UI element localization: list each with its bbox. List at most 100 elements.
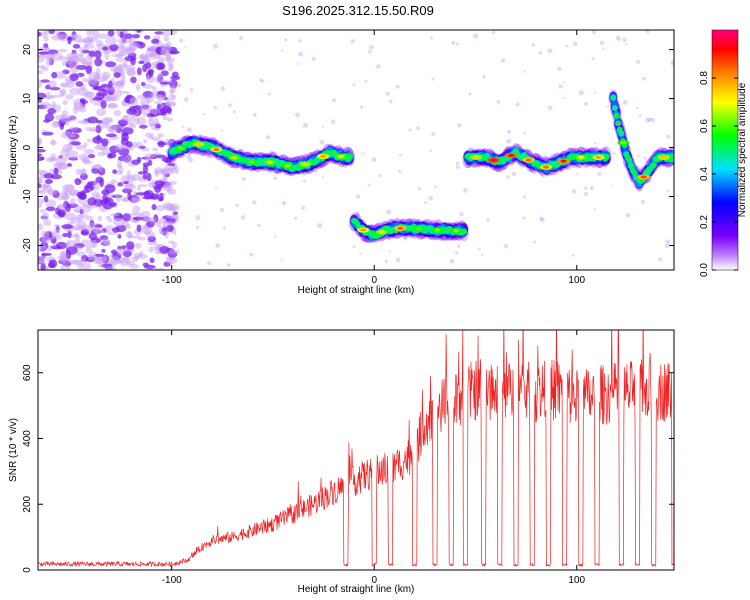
noise-dot bbox=[622, 37, 627, 43]
ridge-cell bbox=[603, 153, 610, 160]
noise-dot bbox=[451, 41, 456, 45]
noise-blob bbox=[154, 185, 162, 193]
noise-dot bbox=[302, 179, 307, 183]
noise-dot bbox=[362, 152, 365, 155]
noise-blob bbox=[157, 133, 164, 138]
noise-blob bbox=[45, 206, 56, 212]
noise-dot bbox=[431, 132, 436, 137]
noise-dot bbox=[369, 45, 374, 50]
noise-blob bbox=[157, 90, 166, 95]
noise-dot bbox=[184, 46, 187, 49]
noise-blob bbox=[157, 94, 166, 102]
noise-dot bbox=[376, 64, 381, 69]
noise-dot bbox=[666, 134, 671, 139]
noise-blob bbox=[126, 241, 135, 250]
noise-blob bbox=[38, 244, 48, 253]
noise-dot bbox=[491, 30, 496, 35]
noise-dot bbox=[273, 176, 277, 181]
noise-dot bbox=[547, 48, 553, 54]
noise-dot bbox=[615, 35, 621, 41]
spectrogram-ylabel: Frequency (Hz) bbox=[8, 116, 19, 185]
noise-dot bbox=[457, 244, 461, 248]
noise-blob bbox=[105, 133, 117, 138]
noise-blob bbox=[161, 30, 172, 37]
noise-blob bbox=[165, 41, 172, 48]
noise-blob bbox=[149, 257, 155, 264]
noise-blob bbox=[81, 239, 91, 246]
noise-blob bbox=[80, 168, 87, 176]
noise-dot bbox=[455, 165, 460, 170]
noise-blob bbox=[167, 162, 176, 167]
noise-dot bbox=[613, 152, 616, 155]
ridge-peak-core bbox=[284, 164, 291, 168]
noise-blob bbox=[163, 223, 169, 228]
noise-blob bbox=[43, 172, 55, 179]
noise-blob bbox=[172, 211, 179, 216]
noise-dot bbox=[665, 239, 671, 245]
noise-blob bbox=[70, 234, 80, 238]
ridge-cell bbox=[610, 94, 617, 101]
noise-blob bbox=[38, 137, 41, 147]
noise-blob bbox=[152, 147, 159, 152]
noise-blob bbox=[70, 52, 80, 58]
noise-blob bbox=[69, 126, 79, 131]
noise-dot bbox=[434, 185, 437, 189]
noise-blob bbox=[113, 217, 125, 227]
noise-blob bbox=[60, 264, 71, 270]
noise-dot bbox=[666, 189, 670, 193]
noise-blob bbox=[80, 204, 91, 214]
noise-dot bbox=[212, 43, 218, 49]
noise-blob bbox=[159, 246, 170, 254]
noise-blob bbox=[67, 142, 73, 152]
noise-dot bbox=[463, 188, 468, 193]
noise-blob bbox=[104, 96, 112, 102]
ridge-segment bbox=[348, 212, 470, 244]
noise-dot bbox=[593, 208, 596, 211]
noise-blob bbox=[113, 109, 122, 117]
noise-blob bbox=[107, 218, 113, 223]
ridge-peak-core bbox=[177, 146, 184, 150]
noise-blob bbox=[77, 87, 88, 96]
noise-dot bbox=[584, 191, 589, 196]
ridge-peak-core bbox=[453, 229, 460, 233]
noise-blob bbox=[117, 234, 122, 239]
noise-blob bbox=[123, 248, 135, 253]
chart-title: S196.2025.312.15.50.R09 bbox=[282, 3, 434, 18]
noise-dot bbox=[478, 247, 481, 251]
noise-blob bbox=[151, 203, 157, 211]
noise-blob bbox=[85, 247, 93, 254]
noise-blob bbox=[166, 117, 174, 122]
noise-dot bbox=[625, 43, 628, 46]
noise-blob bbox=[77, 213, 89, 218]
noise-blob bbox=[74, 178, 82, 186]
noise-dot bbox=[416, 126, 420, 131]
noise-blob bbox=[57, 48, 68, 53]
noise-blob bbox=[44, 95, 56, 100]
noise-blob bbox=[150, 107, 161, 115]
noise-blob bbox=[114, 89, 122, 98]
noise-blob bbox=[154, 169, 160, 177]
noise-dot bbox=[523, 195, 527, 199]
noise-blob bbox=[38, 256, 44, 264]
noise-blob bbox=[71, 34, 83, 43]
noise-blob bbox=[155, 123, 161, 129]
noise-blob bbox=[90, 240, 96, 249]
ridge-cell bbox=[611, 105, 618, 112]
noise-blob bbox=[81, 158, 91, 164]
noise-blob bbox=[144, 153, 155, 159]
noise-dot bbox=[265, 135, 271, 140]
ridge-peak-core bbox=[378, 230, 385, 234]
noise-blob bbox=[81, 119, 89, 125]
y-tick-label: 200 bbox=[22, 495, 33, 512]
noise-dot bbox=[386, 209, 392, 215]
noise-blob bbox=[166, 215, 178, 220]
noise-blob bbox=[43, 184, 52, 192]
noise-blob bbox=[145, 96, 154, 103]
noise-dot bbox=[202, 113, 205, 116]
noise-blob bbox=[148, 181, 155, 188]
noise-blob bbox=[59, 119, 69, 123]
colorbar-label: Normalized spectral amplitude bbox=[737, 82, 748, 217]
noise-blob bbox=[127, 192, 132, 201]
noise-dot bbox=[664, 243, 669, 248]
